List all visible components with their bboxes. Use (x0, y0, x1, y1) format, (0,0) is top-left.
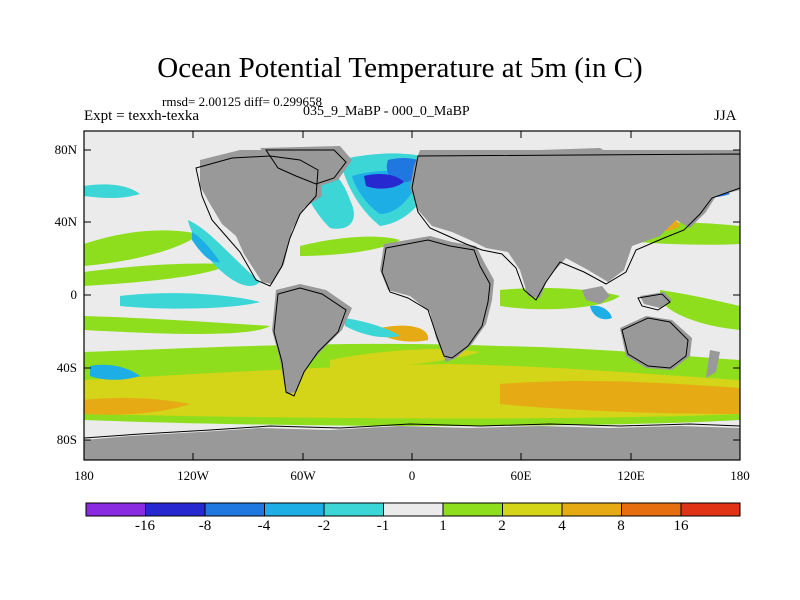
y-label-40S: 40S (56, 360, 77, 375)
coast-new-guinea (637, 293, 671, 311)
colorbar-label-4: 4 (558, 518, 566, 534)
anomaly-orange-southern-ocean (500, 381, 740, 414)
colorbar (85, 502, 741, 517)
colorbar-label-8: 8 (617, 518, 625, 534)
colorbar-box-0 (85, 502, 146, 517)
colorbar-box-8 (561, 502, 622, 517)
coastline-outlines (84, 149, 740, 439)
stats-text: rmsd= 2.00125 diff= 0.299658 (162, 94, 322, 109)
colorbar-label-16: 16 (673, 518, 689, 534)
land-africa (380, 236, 494, 362)
land-maritime-continent (582, 286, 610, 304)
anomaly-green-north-pacific (84, 230, 200, 266)
anomaly-cyan-north-pacific (84, 184, 140, 198)
anomaly-lightblue-north-pacific (192, 232, 220, 263)
colorbar-label-1: 1 (439, 518, 447, 534)
x-label-180W: 180 (74, 468, 94, 483)
colorbar-box-2 (204, 502, 265, 517)
anomaly-green-tropical-pacific (84, 316, 270, 334)
colorbar-label-minus4: -4 (257, 518, 271, 534)
y-label-40N: 40N (54, 214, 77, 229)
anomaly-orange-south-atlantic (380, 325, 429, 342)
colorbar-label-minus16: -16 (135, 518, 155, 534)
land-arctic-island (540, 148, 620, 168)
colorbar-label-minus1: -1 (376, 518, 390, 534)
x-label-120W: 120W (177, 468, 209, 483)
land-north-america (200, 150, 322, 284)
anomaly-cyan-tropical-atlantic (345, 318, 400, 338)
y-label-80N: 80N (54, 142, 77, 157)
anomaly-lightblue-southeast-pacific (90, 364, 140, 380)
coast-south-america (273, 287, 347, 397)
colorbar-box-10 (680, 502, 741, 517)
axis-ticks (83, 131, 741, 460)
anomaly-darkblue-nordic-seas (364, 174, 404, 189)
anomaly-green-east-pacific (84, 263, 230, 286)
land-eurasia (410, 150, 740, 298)
coast-australia (621, 317, 689, 369)
anomaly-cyan-east-tropical-pacific (120, 293, 260, 309)
map-field (84, 131, 740, 460)
x-label-120E: 120E (617, 468, 645, 483)
land-new-zealand (706, 350, 720, 378)
map-title: Ocean Potential Temperature at 5m (in C) (157, 52, 643, 84)
colorbar-label-minus8: -8 (198, 518, 212, 534)
colorbar-box-1 (145, 502, 206, 517)
colorbar-box-7 (502, 502, 563, 517)
coast-antarctica (84, 423, 740, 439)
colorbar-box-5 (383, 502, 444, 517)
colorbar-box-4 (323, 502, 384, 517)
land-south-america (272, 284, 352, 394)
y-label-0: 0 (70, 287, 78, 302)
anomaly-yellow-south-atlantic (330, 349, 480, 370)
y-label-80S: 80S (56, 432, 77, 447)
x-label-60E: 60E (510, 468, 532, 483)
anomaly-orange-south-pacific (84, 397, 190, 415)
land-australia (620, 316, 692, 370)
colorbar-label-minus2: -2 (317, 518, 331, 534)
colorbar-box-3 (264, 502, 325, 517)
colorbar-label-2: 2 (498, 518, 506, 534)
colorbar-box-9 (621, 502, 682, 517)
anomaly-green-south-pacific (660, 290, 740, 330)
anomaly-green-north-atlantic (300, 236, 400, 256)
anomaly-lightblue-southeast-asia (590, 305, 612, 320)
land-antarctica (84, 426, 740, 460)
colorbar-box-6 (442, 502, 503, 517)
runs-label: 035_9_MaBP - 000_0_MaBP (303, 104, 470, 119)
season-label: JJA (714, 108, 737, 124)
coast-north-america (195, 155, 319, 287)
coast-eurasia (411, 153, 740, 301)
land (84, 146, 740, 460)
coast-africa (381, 239, 491, 359)
experiment-label: Expt = texxh-texka (84, 108, 200, 124)
x-label-0: 0 (408, 468, 416, 483)
x-label-60W: 60W (290, 468, 316, 483)
coast-greenland (265, 149, 347, 185)
anomaly-cyan-northeast-pacific (188, 220, 260, 286)
land-greenland (260, 146, 352, 186)
x-label-180E: 180 (730, 468, 750, 483)
